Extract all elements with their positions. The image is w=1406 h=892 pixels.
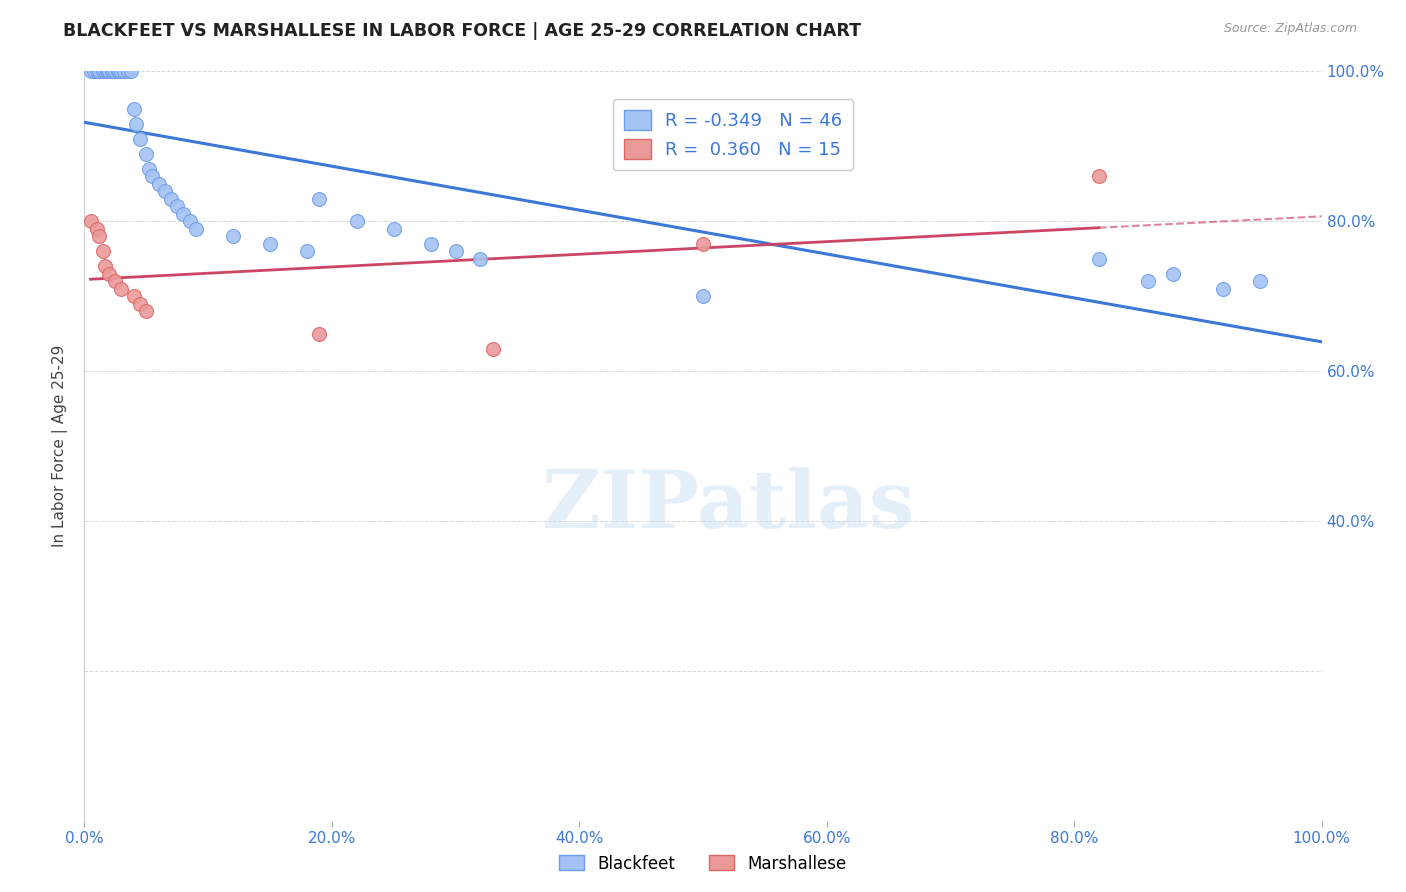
- Point: [692, 289, 714, 303]
- Text: ZIPatlas: ZIPatlas: [541, 467, 914, 545]
- Point: [129, 132, 152, 146]
- Legend: R = -0.349   N = 46, R =  0.360   N = 15: R = -0.349 N = 46, R = 0.360 N = 15: [613, 99, 853, 169]
- Point: [1137, 274, 1160, 288]
- Point: [97, 64, 120, 78]
- Point: [98, 64, 121, 78]
- Point: [135, 304, 157, 318]
- Point: [107, 64, 129, 78]
- Point: [120, 64, 142, 78]
- Point: [148, 177, 170, 191]
- Point: [692, 236, 714, 251]
- Point: [153, 184, 176, 198]
- Point: [308, 326, 330, 341]
- Point: [117, 64, 139, 78]
- Point: [179, 214, 201, 228]
- Point: [346, 214, 368, 228]
- Point: [444, 244, 467, 259]
- Point: [104, 64, 127, 78]
- Point: [1088, 169, 1111, 184]
- Point: [94, 259, 117, 273]
- Point: [96, 64, 118, 78]
- Point: [101, 64, 124, 78]
- Point: [295, 244, 318, 259]
- Point: [110, 282, 132, 296]
- Point: [259, 236, 281, 251]
- Point: [419, 236, 441, 251]
- Point: [1212, 282, 1234, 296]
- Legend: Blackfeet, Marshallese: Blackfeet, Marshallese: [553, 848, 853, 880]
- Point: [91, 64, 114, 78]
- Text: Source: ZipAtlas.com: Source: ZipAtlas.com: [1223, 22, 1357, 36]
- Point: [160, 192, 183, 206]
- Text: BLACKFEET VS MARSHALLESE IN LABOR FORCE | AGE 25-29 CORRELATION CHART: BLACKFEET VS MARSHALLESE IN LABOR FORCE …: [63, 22, 862, 40]
- Point: [172, 207, 194, 221]
- Point: [470, 252, 492, 266]
- Point: [308, 192, 330, 206]
- Point: [1249, 274, 1271, 288]
- Point: [382, 221, 405, 235]
- Point: [138, 161, 160, 176]
- Point: [83, 64, 105, 78]
- Point: [79, 64, 101, 78]
- Point: [98, 267, 121, 281]
- Point: [122, 102, 145, 116]
- Point: [166, 199, 188, 213]
- Point: [125, 117, 148, 131]
- Point: [1161, 267, 1184, 281]
- Point: [1088, 252, 1111, 266]
- Point: [86, 64, 108, 78]
- Point: [79, 214, 101, 228]
- Point: [141, 169, 163, 184]
- Y-axis label: In Labor Force | Age 25-29: In Labor Force | Age 25-29: [52, 345, 69, 547]
- Point: [104, 274, 127, 288]
- Point: [89, 229, 111, 244]
- Point: [122, 289, 145, 303]
- Point: [86, 221, 108, 235]
- Point: [100, 64, 122, 78]
- Point: [89, 64, 111, 78]
- Point: [481, 342, 503, 356]
- Point: [184, 221, 207, 235]
- Point: [110, 64, 132, 78]
- Point: [108, 64, 131, 78]
- Point: [135, 146, 157, 161]
- Point: [112, 64, 135, 78]
- Point: [222, 229, 245, 244]
- Point: [129, 296, 152, 310]
- Point: [91, 244, 114, 259]
- Point: [94, 64, 117, 78]
